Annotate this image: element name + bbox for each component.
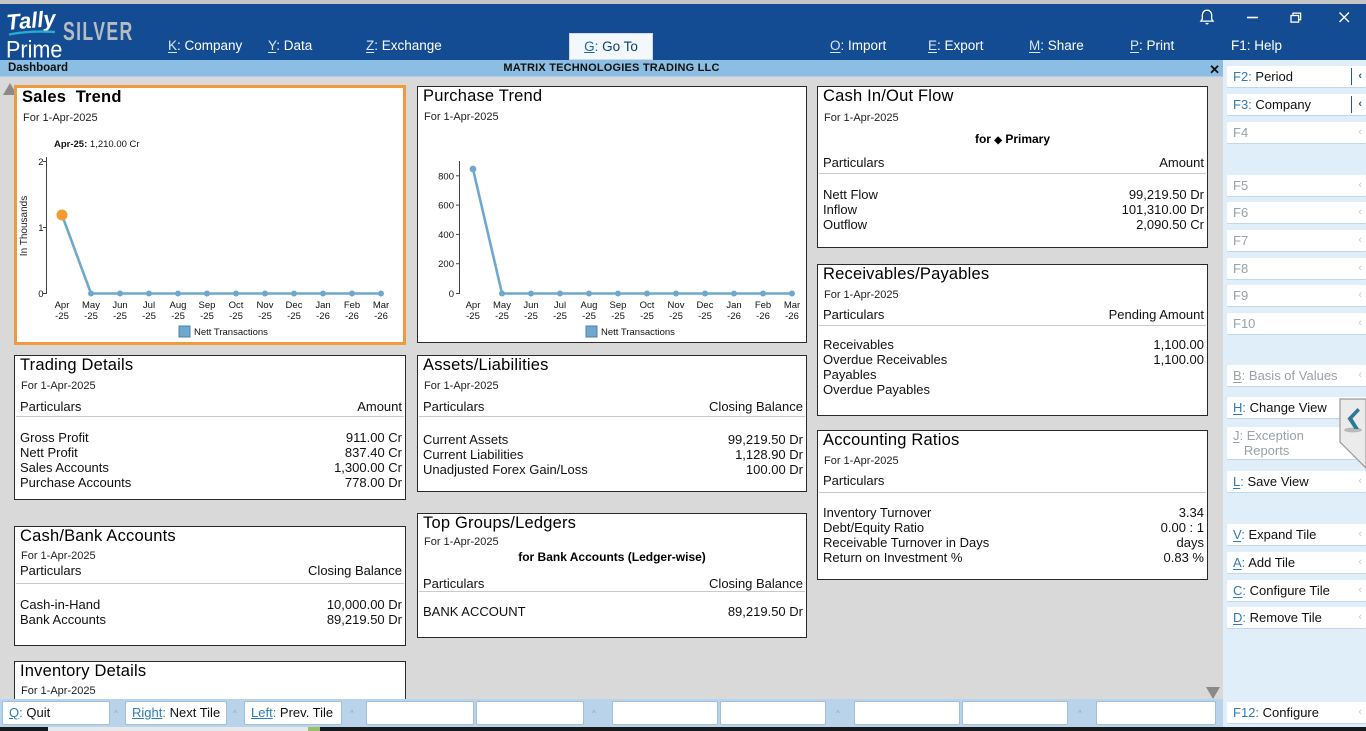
svg-text:-25: -25 [582, 311, 596, 322]
svg-text:200: 200 [438, 259, 454, 270]
svg-text:800: 800 [438, 171, 454, 182]
svg-text:Jul: Jul [554, 300, 566, 311]
svg-text:Apr: Apr [466, 300, 481, 311]
svg-text:-25: -25 [171, 311, 185, 322]
svg-text:0: 0 [38, 289, 43, 300]
svg-text:-25: -25 [466, 311, 480, 322]
svg-text:-25: -25 [142, 311, 156, 322]
svg-text:-25: -25 [495, 311, 509, 322]
svg-text:May: May [82, 300, 100, 311]
svg-text:-25: -25 [553, 311, 567, 322]
svg-text:Mar: Mar [784, 300, 800, 311]
svg-text:Dec: Dec [697, 300, 714, 311]
svg-text:Mar: Mar [373, 300, 389, 311]
svg-text:May: May [493, 300, 511, 311]
svg-text:-25: -25 [113, 311, 127, 322]
svg-text:Tally: Tally [5, 6, 58, 35]
svg-text:Oct: Oct [229, 300, 244, 311]
svg-text:-25: -25 [611, 311, 625, 322]
svg-text:Prime: Prime [6, 35, 62, 60]
svg-text:Feb: Feb [344, 300, 360, 311]
svg-text:Nov: Nov [668, 300, 685, 311]
svg-text:Sep: Sep [199, 300, 216, 311]
svg-text:Jun: Jun [112, 300, 127, 311]
svg-text:-25: -25 [640, 311, 654, 322]
svg-text:2: 2 [38, 157, 43, 168]
svg-text:SILVER: SILVER [63, 17, 134, 46]
svg-text:-25: -25 [55, 311, 69, 322]
svg-text:Nov: Nov [257, 300, 274, 311]
svg-text:-26: -26 [345, 311, 359, 322]
svg-text:Aug: Aug [581, 300, 598, 311]
svg-text:600: 600 [438, 201, 454, 212]
svg-text:-26: -26 [316, 311, 330, 322]
svg-text:Jan: Jan [315, 300, 330, 311]
svg-text:-25: -25 [258, 311, 272, 322]
svg-text:400: 400 [438, 230, 454, 241]
svg-text:Oct: Oct [640, 300, 655, 311]
svg-text:-26: -26 [756, 311, 770, 322]
svg-text:Jan: Jan [726, 300, 741, 311]
svg-text:1: 1 [38, 223, 43, 234]
svg-text:Apr: Apr [55, 300, 70, 311]
svg-text:0: 0 [449, 289, 454, 300]
svg-text:-25: -25 [84, 311, 98, 322]
svg-text:Dec: Dec [286, 300, 303, 311]
svg-text:Nett Transactions: Nett Transactions [601, 327, 675, 338]
svg-text:-25: -25 [229, 311, 243, 322]
svg-text:-25: -25 [200, 311, 214, 322]
svg-text:-25: -25 [698, 311, 712, 322]
svg-text:-26: -26 [727, 311, 741, 322]
svg-text:Apr-25: 1,210.00 Cr: Apr-25: 1,210.00 Cr [54, 139, 140, 150]
svg-text:Nett Transactions: Nett Transactions [194, 327, 268, 338]
svg-text:Jun: Jun [523, 300, 538, 311]
svg-text:In Thousands: In Thousands [19, 196, 30, 256]
svg-text:Aug: Aug [170, 300, 187, 311]
svg-text:-26: -26 [374, 311, 388, 322]
svg-text:-26: -26 [785, 311, 799, 322]
svg-text:-25: -25 [287, 311, 301, 322]
svg-text:Sep: Sep [610, 300, 627, 311]
svg-text:Feb: Feb [755, 300, 771, 311]
svg-text:-25: -25 [524, 311, 538, 322]
svg-text:Jul: Jul [143, 300, 155, 311]
svg-text:-25: -25 [669, 311, 683, 322]
